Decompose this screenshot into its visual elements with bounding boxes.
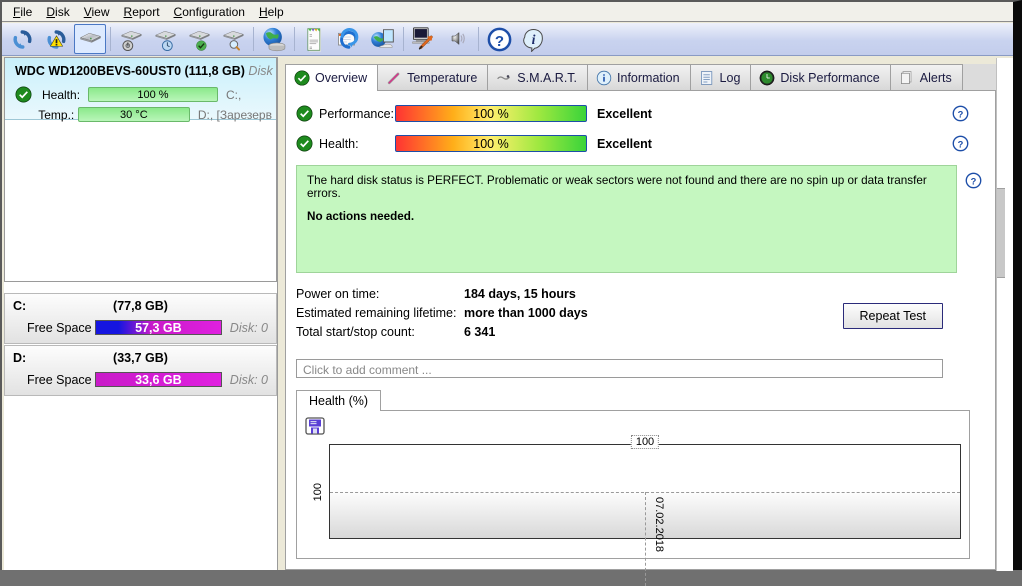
svg-text:i: i xyxy=(531,31,535,46)
svg-text:?: ? xyxy=(958,109,964,119)
svg-text:?: ? xyxy=(971,176,977,186)
svg-text:?: ? xyxy=(958,139,964,149)
svg-text:?: ? xyxy=(494,32,503,49)
